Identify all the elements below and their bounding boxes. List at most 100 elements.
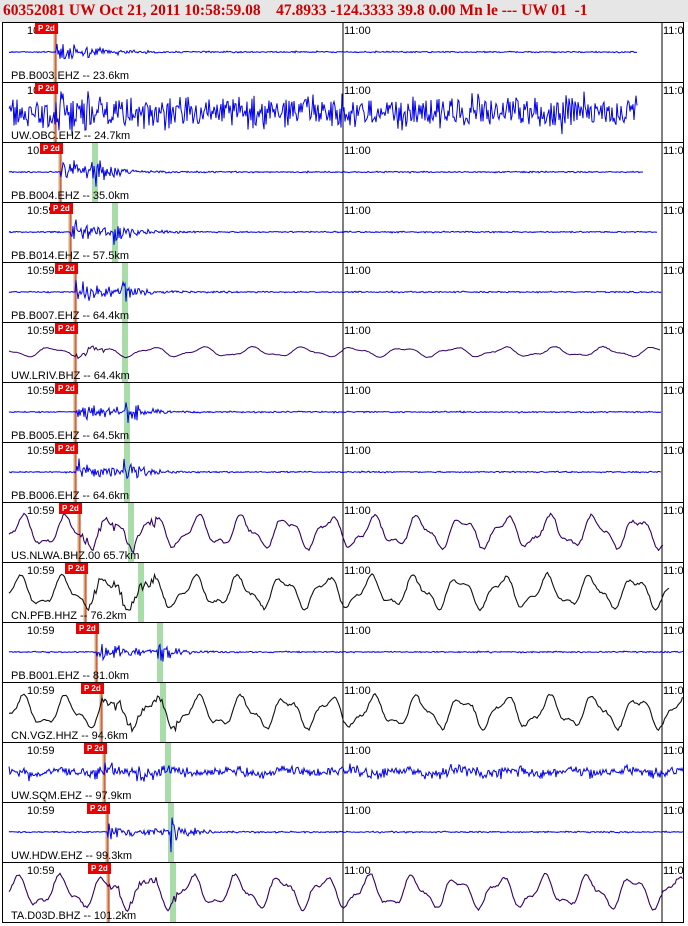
p-pick-flag[interactable]: P 2d [87,803,110,814]
s-arrival-marker[interactable] [160,683,166,743]
event-magnitude: 0.00 [428,2,456,19]
p-pick-flag[interactable]: P 2d [55,263,78,274]
time-label-mid: 11:00 [344,205,371,217]
p-pick-flag[interactable]: P 2d [55,383,78,394]
event-network: UW [68,2,96,19]
s-arrival-marker[interactable] [168,803,174,863]
waveform-plot [8,863,683,923]
p-arrival-line[interactable] [73,323,77,383]
seismogram-trace-panel[interactable]: 10:59 11:00 11:0 P 2d UW.SQM.EHZ -- 97.9km [2,742,684,803]
s-arrival-marker[interactable] [122,323,128,383]
time-label-start: 10:59 [27,205,55,217]
time-label-start: 10:59 [27,445,55,457]
seismogram-trace-panel[interactable]: 10:59 11:00 11:0 P 2d PB.B005.EHZ -- 64.5km [2,382,684,443]
waveform-trace [8,458,662,480]
seismogram-trace-panel[interactable]: 10:59 11:00 11:0 P 2d TA.D03D.BHZ -- 101.2km [2,862,684,923]
time-label-mid: 11:00 [344,805,371,817]
s-arrival-marker[interactable] [124,443,130,503]
seismogram-trace-panel[interactable]: 10:59 11:00 11:0 P 2d US.NLWA.BHZ.00 65.7km [2,502,684,563]
time-label-end: 11:0 [663,445,684,457]
p-pick-flag[interactable]: P 2d [65,563,88,574]
p-arrival-line[interactable] [77,503,81,563]
time-label-start: 10:59 [27,505,55,517]
s-arrival-marker[interactable] [165,743,171,803]
p-arrival-line[interactable] [73,383,77,443]
seismogram-trace-panel[interactable]: 10:59 11:00 11:0 P 2d CN.PFB.HHZ -- 76.2km [2,562,684,623]
waveform-trace [8,279,662,302]
station-channel-label: UW.LRIV.BHZ -- 64.4km [11,370,130,382]
seismogram-trace-panel[interactable]: 10:59 11:00 11:0 P 2d PB.B007.EHZ -- 64.4km [2,262,684,323]
time-label-mid: 11:00 [344,25,371,37]
time-label-mid: 11:00 [344,265,371,277]
p-pick-flag[interactable]: P 2d [50,203,73,214]
time-label-start: 10:59 [27,805,55,817]
event-extra: le --- [486,2,518,19]
time-label-start: 10:59 [27,745,55,757]
waveform-trace [8,43,638,61]
event-header: 60352081 UW Oct 21, 2011 10:58:59.08 47.… [0,0,688,22]
event-mag-type: Mn [459,2,483,19]
p-arrival-line[interactable] [99,683,103,743]
s-arrival-marker[interactable] [138,563,144,623]
station-channel-label: PB.B003.EHZ -- 23.6km [11,70,129,82]
waveform-trace [8,643,683,662]
seismogram-trace-panel[interactable]: 10:59 11:00 11:0 P 2d PB.B001.EHZ -- 81.0km [2,622,684,683]
station-channel-label: PB.B004.EHZ -- 35.0km [11,190,129,202]
station-channel-label: PB.B007.EHZ -- 64.4km [11,310,129,322]
waveform-plot [8,143,663,202]
waveform-trace [8,817,683,853]
time-label-start: 10:59 [27,565,55,577]
seismogram-trace-panel[interactable]: 10:59 11:00 11:0 P 2d PB.B006.EHZ -- 64.6km [2,442,684,503]
p-pick-flag[interactable]: P 2d [59,503,82,514]
station-channel-label: UW.HDW.EHZ -- 99.3km [11,850,133,862]
seismogram-trace-panel[interactable]: 10:59 11:00 11:0 P 2d CN.VGZ.HHZ -- 94.6km [2,682,684,743]
waveform-trace [8,345,661,360]
station-channel-label: PB.B014.EHZ -- 57.5km [11,250,129,262]
time-label-end: 11:0 [663,25,684,37]
waveform-plot [8,503,664,563]
p-pick-flag[interactable]: P 2d [35,23,58,34]
p-pick-flag[interactable]: P 2d [35,83,58,94]
waveform-trace [8,219,658,245]
time-label-start: 10:59 [27,865,55,877]
station-channel-label: UW.OBC.EHZ -- 24.7km [11,130,131,142]
p-pick-flag[interactable]: P 2d [88,863,111,874]
event-depth: 39.8 [397,2,425,19]
seismogram-trace-panel[interactable]: 10:59 11:00 11:0 P 2d UW.LRIV.BHZ -- 64.4km [2,322,684,383]
waveform-plot [8,803,683,863]
event-version: -1 [574,2,588,19]
seismogram-trace-panel[interactable]: 10:59 11:00 11:0 P 2d PB.B014.EHZ -- 57.5km [2,202,684,263]
s-arrival-marker[interactable] [128,503,134,563]
time-label-start: 10:59 [27,325,55,337]
time-label-mid: 11:00 [344,145,371,157]
time-label-end: 11:0 [663,565,684,577]
p-arrival-line[interactable] [106,863,110,923]
event-id: 60352081 [3,2,65,19]
p-pick-flag[interactable]: P 2d [40,143,63,154]
time-label-mid: 11:00 [344,685,371,697]
p-arrival-line[interactable] [83,563,87,623]
p-pick-flag[interactable]: P 2d [81,683,104,694]
waveform-trace [8,160,643,187]
p-pick-flag[interactable]: P 2d [84,743,107,754]
p-arrival-line[interactable] [53,83,57,143]
seismogram-trace-panel[interactable]: 10:59 11:00 11:0 P 2d UW.HDW.EHZ -- 99.3km [2,802,684,863]
time-label-mid: 11:00 [344,85,371,97]
event-datetime: Oct 21, 2011 10:58:59.08 [99,2,261,19]
time-label-end: 11:0 [663,505,684,517]
p-pick-flag[interactable]: P 2d [55,323,78,334]
event-longitude: -124.3333 [330,2,394,19]
station-channel-label: PB.B006.EHZ -- 64.6km [11,490,129,502]
waveform-trace [8,402,662,423]
time-label-start: 10:59 [27,385,55,397]
s-arrival-marker[interactable] [170,863,176,923]
time-label-mid: 11:00 [344,445,371,457]
p-pick-flag[interactable]: P 2d [55,443,78,454]
p-pick-flag[interactable]: P 2d [76,623,99,634]
time-label-end: 11:0 [663,205,684,217]
time-label-end: 11:0 [663,325,684,337]
